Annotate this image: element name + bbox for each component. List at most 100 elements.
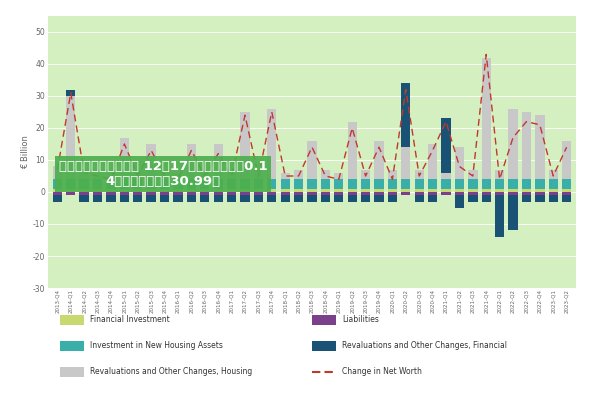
Bar — [508, 109, 518, 179]
Bar — [374, 189, 383, 192]
Bar — [200, 170, 209, 179]
Bar — [428, 144, 437, 179]
Bar — [388, 195, 397, 202]
Bar — [79, 170, 89, 179]
Bar — [227, 189, 236, 192]
Bar — [267, 189, 277, 192]
Bar — [106, 195, 116, 202]
Bar — [187, 192, 196, 195]
Bar — [119, 138, 129, 179]
Text: Investment in New Housing Assets: Investment in New Housing Assets — [90, 342, 223, 350]
Bar — [66, 192, 76, 195]
Bar — [93, 195, 102, 202]
Text: Revaluations and Other Changes, Housing: Revaluations and Other Changes, Housing — [90, 368, 252, 376]
Bar — [522, 189, 531, 192]
Bar — [173, 189, 182, 192]
Text: Liabilities: Liabilities — [342, 316, 379, 324]
Bar — [482, 189, 491, 192]
Bar — [321, 170, 330, 179]
Bar — [388, 189, 397, 192]
Text: Change in Net Worth: Change in Net Worth — [342, 368, 422, 376]
Bar — [133, 179, 142, 189]
Bar — [160, 170, 169, 179]
Bar — [79, 195, 89, 202]
Bar — [173, 195, 182, 202]
Bar — [548, 189, 558, 192]
Bar — [146, 189, 156, 192]
Bar — [187, 195, 196, 202]
Bar — [241, 189, 250, 192]
Bar — [53, 179, 62, 189]
Bar — [254, 179, 263, 189]
Bar — [482, 192, 491, 195]
Bar — [468, 170, 478, 179]
Bar — [281, 189, 290, 192]
Bar — [334, 192, 343, 195]
Bar — [548, 179, 558, 189]
Bar — [347, 195, 357, 202]
Bar — [200, 195, 209, 202]
Bar — [415, 170, 424, 179]
Bar — [254, 192, 263, 195]
Bar — [267, 195, 277, 202]
Bar — [214, 195, 223, 202]
Bar — [442, 173, 451, 179]
Bar — [562, 195, 571, 202]
Bar — [508, 179, 518, 189]
Bar — [495, 192, 505, 195]
Bar — [347, 179, 357, 189]
Bar — [106, 179, 116, 189]
Bar — [133, 195, 142, 202]
Bar — [79, 189, 89, 192]
Bar — [281, 195, 290, 202]
Bar — [241, 192, 250, 195]
Bar — [160, 179, 169, 189]
Bar — [267, 179, 277, 189]
Bar — [307, 141, 317, 179]
Bar — [173, 179, 182, 189]
Bar — [428, 179, 437, 189]
Bar — [428, 189, 437, 192]
Bar — [79, 192, 89, 195]
Bar — [119, 195, 129, 202]
Bar — [482, 179, 491, 189]
Bar — [415, 189, 424, 192]
Bar — [401, 83, 410, 147]
Bar — [106, 173, 116, 179]
Bar — [321, 195, 330, 202]
Bar — [294, 192, 303, 195]
Bar — [53, 166, 62, 179]
Bar — [227, 195, 236, 202]
Bar — [508, 189, 518, 192]
Bar — [267, 109, 277, 179]
Bar — [374, 141, 383, 179]
Bar — [227, 192, 236, 195]
Bar — [146, 144, 156, 179]
Bar — [307, 192, 317, 195]
Text: 在线股票配资平台开户 12月17日华友转债下跦0.1
4％，转股溢价猆30.99％: 在线股票配资平台开户 12月17日华友转债下跦0.1 4％，转股溢价猆30.99… — [59, 160, 267, 188]
Bar — [562, 189, 571, 192]
Bar — [321, 179, 330, 189]
Bar — [133, 192, 142, 195]
Text: Revaluations and Other Changes, Financial: Revaluations and Other Changes, Financia… — [342, 342, 507, 350]
Bar — [361, 192, 370, 195]
Bar — [200, 179, 209, 189]
Bar — [241, 112, 250, 179]
Bar — [160, 192, 169, 195]
Bar — [535, 189, 545, 192]
Bar — [522, 179, 531, 189]
Bar — [495, 170, 505, 179]
Bar — [415, 179, 424, 189]
Bar — [267, 192, 277, 195]
Bar — [160, 195, 169, 202]
Bar — [548, 170, 558, 179]
Bar — [495, 179, 505, 189]
Bar — [442, 189, 451, 192]
Bar — [388, 179, 397, 189]
Y-axis label: € Billion: € Billion — [21, 135, 30, 169]
Bar — [347, 189, 357, 192]
Bar — [66, 179, 76, 189]
Text: Financial Investment: Financial Investment — [90, 316, 170, 324]
Bar — [401, 147, 410, 179]
Bar — [321, 189, 330, 192]
